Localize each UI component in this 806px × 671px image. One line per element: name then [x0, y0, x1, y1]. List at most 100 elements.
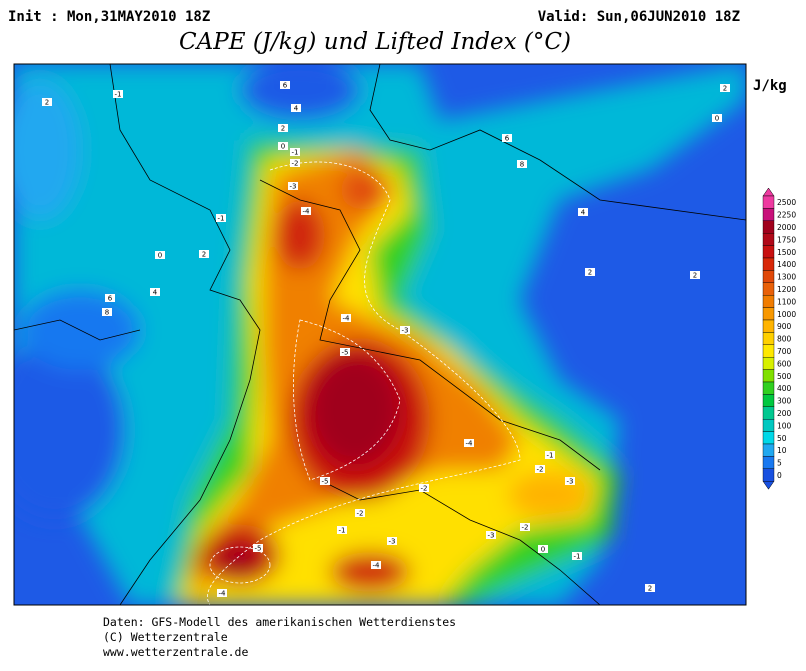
contour-label: -5 — [255, 545, 262, 553]
contour-label-box — [419, 484, 429, 492]
contour-label-box — [520, 523, 530, 531]
contour-label: 4 — [581, 209, 586, 217]
map-frame — [13, 63, 747, 606]
colorbar-swatch — [762, 406, 775, 420]
contour-label: -5 — [342, 349, 349, 357]
contour-label: -4 — [343, 315, 351, 323]
contour-label: -3 — [488, 532, 495, 540]
contour-label-box — [585, 268, 595, 276]
contour-label: 0 — [281, 143, 285, 151]
contour-label: -1 — [218, 215, 225, 223]
colorbar-swatch — [762, 456, 775, 469]
colorbar-swatch — [762, 307, 775, 321]
contour-label-box — [155, 251, 165, 259]
colorbar-swatch — [762, 381, 775, 395]
contour-label-box — [538, 545, 548, 553]
contour-label: 8 — [105, 309, 109, 317]
colorbar-label: 100 — [777, 421, 792, 430]
colorbar-label: 2500 — [777, 198, 796, 207]
contour-label: 2 — [648, 585, 652, 593]
contour-label-box — [690, 271, 700, 279]
contour-label-box — [502, 134, 512, 142]
colorbar-swatch — [762, 245, 775, 259]
colorbar-label: 2250 — [777, 211, 796, 220]
contour-label: 4 — [153, 289, 158, 297]
colorbar-swatch — [762, 431, 775, 445]
colorbar-label: 400 — [777, 384, 792, 393]
footer-line: www.wetterzentrale.de — [103, 645, 248, 659]
contour-label: 2 — [281, 125, 285, 133]
contour-label-box — [150, 288, 160, 296]
colorbar-label: 5 — [777, 459, 782, 468]
colorbar-label: 0 — [777, 471, 782, 480]
contour-label: 6 — [108, 295, 113, 303]
contour-label-box — [320, 477, 330, 485]
colorbar-swatch — [762, 295, 775, 308]
contour-label: 0 — [541, 546, 545, 554]
contour-label: -4 — [373, 562, 381, 570]
contour-label: -2 — [522, 524, 529, 532]
contour-label: -2 — [357, 510, 364, 518]
contour-label-box — [712, 114, 722, 122]
contour-label-box — [291, 104, 301, 112]
contour-label: -2 — [537, 466, 544, 474]
colorbar-label: 1200 — [777, 285, 796, 294]
colorbar-swatch — [762, 257, 775, 271]
colorbar-swatch — [762, 319, 775, 333]
colorbar-label: 1750 — [777, 235, 796, 244]
contour-label: -1 — [115, 91, 122, 99]
colorbar-cap — [762, 187, 775, 197]
contour-label: -4 — [466, 440, 474, 448]
contour-label-box — [578, 208, 588, 216]
colorbar-swatch — [762, 232, 775, 246]
contour-label-box — [253, 544, 263, 552]
contour-label: -5 — [322, 478, 329, 486]
contour-label-box — [486, 531, 496, 539]
colorbar-swatch — [762, 270, 775, 283]
colorbar-label: 1000 — [777, 310, 796, 319]
contour-label: -1 — [574, 553, 581, 561]
contour-label-box — [720, 84, 730, 92]
colorbar-swatch — [762, 344, 775, 358]
contour-label-box — [400, 326, 410, 334]
contour-label-box — [371, 561, 381, 569]
colorbar-label: 1400 — [777, 260, 796, 269]
contour-label: 0 — [715, 115, 719, 123]
colorbar-swatch — [762, 208, 775, 221]
contour-label: -3 — [389, 538, 396, 546]
map-field — [14, 64, 746, 605]
contour-label: -3 — [290, 183, 297, 191]
contour-label-box — [290, 148, 300, 156]
init-time: Init : Mon,31MAY2010 18Z — [8, 9, 210, 25]
legend-unit: J/kg — [753, 78, 787, 94]
contour-label-box — [278, 142, 288, 150]
contour-label: -2 — [421, 485, 428, 493]
contour-label: 2 — [723, 85, 727, 93]
colorbar-label: 2000 — [777, 223, 796, 232]
contour-label-box — [387, 537, 397, 545]
colorbar-swatch — [762, 419, 775, 432]
contour-label-box — [288, 182, 298, 190]
colorbar-swatch — [762, 282, 775, 296]
contour-label-box — [217, 589, 227, 597]
contour-label: -1 — [547, 452, 554, 460]
contour-label: -1 — [339, 527, 346, 535]
contour-label-box — [216, 214, 226, 222]
contour-label-box — [464, 439, 474, 447]
colorbar-label: 800 — [777, 335, 792, 344]
contour-label-box — [199, 250, 209, 258]
colorbar-swatch — [762, 195, 775, 209]
coastlines — [14, 64, 746, 605]
colorbar-label: 1500 — [777, 248, 796, 257]
colorbar-label: 900 — [777, 322, 792, 331]
contour-label: -4 — [303, 208, 311, 216]
contour-label: 2 — [588, 269, 592, 277]
colorbar-label: 200 — [777, 409, 792, 418]
contour-label: 8 — [520, 161, 524, 169]
contour-label-box — [42, 98, 52, 106]
contour-label-box — [572, 552, 582, 560]
contour-label-box — [341, 314, 351, 322]
colorbar-cap — [762, 480, 775, 490]
